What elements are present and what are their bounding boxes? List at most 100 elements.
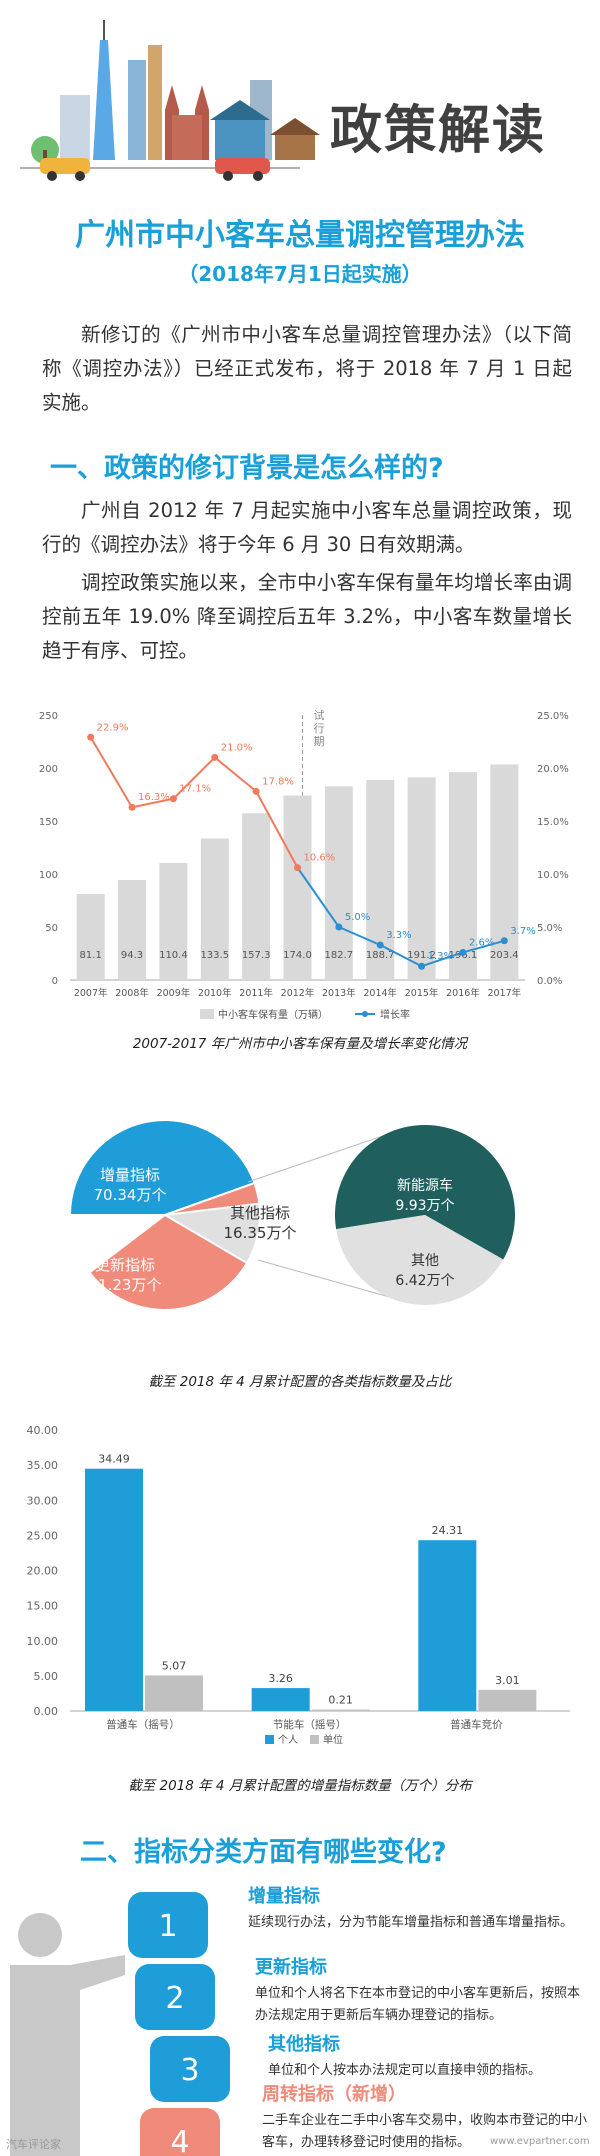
breakdown-label: 新能源车	[397, 1177, 453, 1194]
left-axis-tick: 150	[39, 817, 58, 828]
breakdown-label: 其他	[411, 1253, 439, 1269]
legend-swatch-unit	[310, 1735, 319, 1744]
quota-bar-label: 3.01	[495, 1674, 520, 1687]
holdings-bar	[242, 813, 271, 980]
breakdown-value: 6.42万个	[395, 1273, 454, 1289]
incremental-quota-bar-chart: 0.00 5.00 10.00 15.00 20.00 25.00 30.00 35.00 40…	[27, 1424, 570, 1746]
section1-paragraph-2: 调控政策实施以来，全市中小客车保有量年均增长率由调控前五年 19.0% 降至调控…	[42, 571, 572, 662]
pie-slice-value: 16.35万个	[224, 1224, 297, 1242]
growth-point	[459, 948, 467, 956]
left-axis-tick: 50	[45, 923, 58, 934]
growth-point-label: 22.9%	[97, 722, 129, 733]
feature-3-desc: 单位和个人按本办法规定可以直接申领的指标。	[268, 2063, 542, 2078]
right-axis-tick: 20.0%	[537, 764, 569, 775]
feature-2: 更新指标 单位和个人将名下在本市登记的中小客车更新后，按照本办法规定用于更新后车…	[255, 1953, 590, 2027]
y-axis-tick: 0.00	[34, 1705, 59, 1718]
y-axis-tick: 25.00	[27, 1529, 59, 1542]
left-axis-tick: 0	[52, 976, 58, 987]
x-axis-tick: 2016年	[446, 987, 480, 999]
vehicle-growth-chart: 0 50 100 150 200 250 0.0% 5.0% 10.0% 15.0% 20.0% 25…	[39, 709, 569, 1021]
watermark-right: www.evpartner.com	[490, 2136, 590, 2147]
legend-label-holdings: 中小客车保有量（万辆）	[218, 1008, 328, 1021]
quota-bar-label: 34.49	[98, 1453, 130, 1466]
holdings-bar-label: 81.1	[80, 950, 102, 961]
holdings-bar-label: 174.0	[283, 950, 312, 961]
x-axis-tick: 2017年	[487, 987, 521, 999]
legend-marker-growth	[362, 1011, 368, 1017]
breakdown-connector	[257, 1259, 401, 1301]
x-axis-tick: 2012年	[281, 987, 315, 999]
growth-point	[335, 923, 343, 931]
feature-2-desc: 单位和个人将名下在本市登记的中小客车更新后，按照本办法规定用于更新后车辆办理登记…	[255, 1986, 581, 2023]
right-axis-tick: 15.0%	[537, 817, 569, 828]
pie-slice	[68, 1119, 256, 1216]
quota-bar	[251, 1688, 310, 1711]
watermark-left: 汽车评论家	[6, 2138, 61, 2151]
feature-4-title: 周转指标（新增）	[262, 2084, 406, 2105]
pie-slice-label: 更新指标	[95, 1256, 155, 1274]
y-axis-tick: 40.00	[27, 1424, 59, 1437]
chart1-caption: 2007-2017 年广州市中小客车保有量及增长率变化情况	[132, 1036, 468, 1052]
growth-point-label: 21.0%	[221, 742, 253, 753]
holdings-bar-label: 133.5	[200, 950, 229, 961]
growth-point	[418, 962, 426, 970]
x-axis-tick: 2015年	[405, 987, 439, 999]
growth-point-label: 5.0%	[345, 912, 370, 923]
y-axis-tick: 30.00	[27, 1494, 59, 1507]
y-axis-tick: 35.00	[27, 1459, 59, 1472]
holdings-bar-label: 188.7	[366, 950, 395, 961]
growth-point-label: 3.7%	[510, 926, 535, 937]
chart3-caption: 截至 2018 年 4 月累计配置的增量指标数量（万个）分布	[128, 1778, 472, 1794]
feature-2-title: 更新指标	[255, 1957, 327, 1978]
holdings-bar	[324, 786, 353, 980]
section1-heading: 一、政策的修订背景是怎么样的?	[50, 453, 444, 484]
growth-point	[376, 941, 384, 949]
pie-slice-label: 增量指标	[100, 1166, 160, 1184]
growth-point-label: 2.6%	[469, 937, 494, 948]
growth-line-pre-trial	[89, 736, 299, 869]
right-axis-tick: 5.0%	[537, 923, 562, 934]
trial-period-label: 试行期	[314, 709, 325, 748]
growth-point-label: 3.3%	[386, 930, 411, 941]
legend-label-individual: 个人	[278, 1734, 298, 1746]
growth-point	[252, 787, 260, 795]
quota-bar	[311, 1709, 370, 1711]
holdings-bar-label: 94.3	[121, 950, 143, 961]
legend-swatch-holdings	[200, 1009, 214, 1019]
feature-1-desc: 延续现行办法，分为节能车增量指标和普通车增量指标。	[248, 1915, 574, 1930]
quota-bar-label: 3.26	[268, 1672, 293, 1685]
feature-4: 周转指标（新增） 二手车企业在二手中小客车交易中，收购本市登记的中小客车，办理转…	[262, 2080, 590, 2154]
y-axis-tick: 20.00	[27, 1565, 59, 1578]
quota-bar	[478, 1689, 537, 1711]
left-axis-tick: 100	[39, 870, 58, 881]
feature-3-title: 其他指标	[268, 2034, 340, 2055]
quota-bar	[145, 1675, 203, 1711]
right-axis-tick: 25.0%	[537, 711, 569, 722]
block-3	[150, 2036, 230, 2102]
block-2-number: 2	[165, 1981, 184, 2016]
person-body-icon	[10, 1955, 125, 2156]
growth-line-post-trial	[296, 867, 505, 968]
x-axis-tick: 普通车竞价	[450, 1718, 503, 1731]
legend-swatch-individual	[265, 1735, 274, 1744]
section2-illustration: 1 2 3 4	[10, 1892, 230, 2156]
breakdown-connector	[247, 1129, 401, 1183]
block-4-number: 4	[170, 2125, 189, 2156]
x-axis-tick: 2008年	[115, 987, 149, 999]
holdings-bar	[448, 772, 477, 980]
holdings-bar	[159, 862, 188, 980]
holdings-bar	[490, 764, 519, 980]
banner-title: 政策解读	[330, 101, 547, 161]
block-1	[128, 1892, 208, 1958]
growth-point-label: 17.1%	[179, 784, 211, 795]
growth-point-label: 16.3%	[138, 792, 170, 803]
holdings-bar	[200, 838, 229, 980]
holdings-bar	[283, 795, 312, 980]
intro-paragraph: 新修订的《广州市中小客车总量调控管理办法》（以下简称《调控办法》）已经正式发布，…	[42, 323, 572, 414]
x-axis-tick: 2011年	[239, 987, 273, 999]
person-head-icon	[18, 1913, 62, 1957]
page-subtitle: （2018年7月1日起实施）	[178, 262, 422, 286]
feature-1-title: 增量指标	[248, 1886, 320, 1907]
legend-label-unit: 单位	[323, 1733, 343, 1746]
